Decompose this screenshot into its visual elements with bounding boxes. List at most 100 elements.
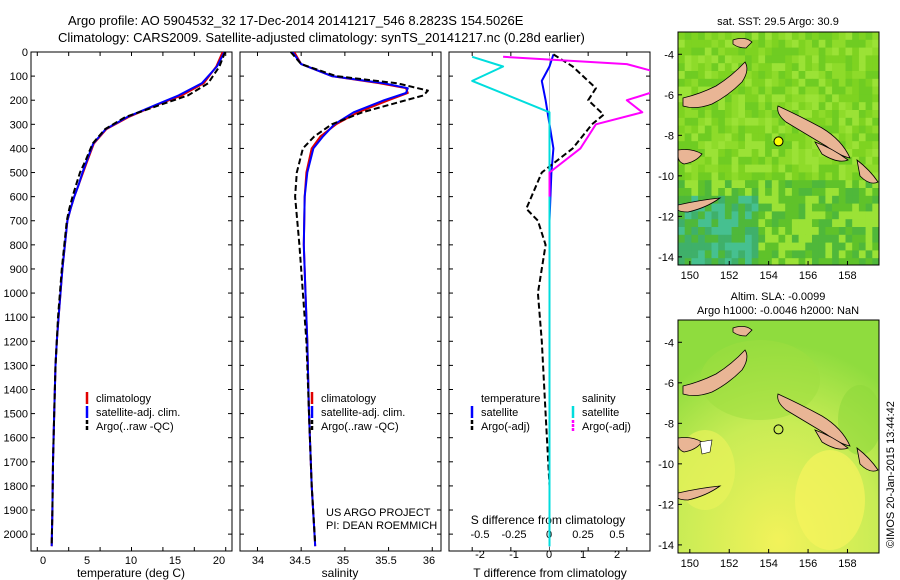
sst-cell (832, 86, 840, 95)
depth-tick-label: 500 (10, 168, 28, 180)
sst-cell (798, 195, 806, 204)
sst-cell (778, 149, 786, 158)
sst-cell (852, 188, 860, 197)
salinity-x-ticks: 34 34.5 35 35.5 36 (252, 555, 435, 567)
sst-cell (771, 32, 779, 41)
sst-cell (704, 203, 712, 212)
sst-cell (812, 250, 819, 259)
sst-cell (825, 164, 833, 173)
sst-cell (858, 203, 866, 212)
sst-cell (678, 110, 685, 119)
sst-cell (765, 188, 773, 197)
sst-cell (832, 195, 840, 204)
sst-cell (845, 156, 853, 165)
sst-cell (765, 203, 773, 212)
sst-map-panel: sat. SST: 29.5 Argo: 30.9 150 152 154 156 15… (658, 16, 880, 282)
sst-cell (724, 172, 732, 181)
sst-cell (745, 227, 752, 236)
sst-cell (852, 32, 860, 41)
sst-cell (858, 195, 866, 204)
sst-cell (791, 149, 799, 158)
sst-cell (798, 234, 806, 243)
sst-cell (711, 203, 719, 212)
sst-cell (858, 211, 866, 220)
sst-cell (691, 195, 699, 204)
island-land (732, 326, 753, 337)
sst-cell (678, 172, 685, 181)
sst-cell (724, 203, 732, 212)
sst-cell (738, 242, 746, 251)
new-ireland-land (682, 61, 748, 108)
sst-cell (785, 133, 793, 142)
sst-cell (765, 94, 773, 103)
sst-cell (771, 63, 779, 72)
sst-cell (818, 86, 826, 95)
sst-cell (751, 32, 759, 41)
sst-cell (691, 32, 699, 41)
depth-tick-label: 1800 (4, 481, 28, 493)
sst-cell (751, 149, 759, 158)
sst-cell (731, 102, 739, 111)
temperature-axes-frame (30, 51, 233, 552)
sst-cell (771, 242, 779, 251)
sst-cell (758, 86, 766, 95)
sst-cell (818, 117, 826, 126)
temperature-x-tick-label: 0 (40, 555, 46, 567)
sst-cell (778, 125, 786, 134)
sst-cell (798, 110, 806, 119)
sst-cell (691, 71, 699, 80)
sst-cell (838, 172, 846, 181)
sst-cell (852, 86, 860, 95)
sst-cell (845, 172, 853, 181)
sst-cell (845, 32, 853, 41)
sst-cell (724, 71, 732, 80)
sst-cell (838, 110, 846, 119)
sst-cell (791, 141, 799, 150)
sst-cell (751, 55, 759, 64)
sst-cell (845, 195, 853, 204)
sst-cell (872, 156, 879, 165)
sst-cell (758, 149, 766, 158)
sst-cell (678, 219, 685, 228)
sst-cell (745, 180, 752, 189)
sst-cell (771, 39, 779, 48)
sst-cell (865, 219, 873, 228)
sst-cell (751, 86, 759, 95)
salinity-axes-frame (239, 51, 442, 552)
sst-cell (858, 234, 866, 243)
sst-cell (684, 133, 692, 142)
sst-cell (724, 195, 732, 204)
sst-cell (704, 188, 712, 197)
s-difference-tick-label: 0.25 (572, 529, 593, 541)
sst-cell (758, 78, 766, 87)
sst-cell (778, 47, 786, 56)
sst-cell (818, 78, 826, 87)
sst-cell (872, 78, 879, 87)
sst-cell (724, 32, 732, 41)
sst-cell (731, 55, 739, 64)
sst-cell (825, 117, 833, 126)
sst-cell (691, 227, 699, 236)
sst-cell (771, 125, 779, 134)
sst-cell (731, 180, 739, 189)
sst-cell (832, 63, 840, 72)
s-difference-tick-label: -0.25 (501, 529, 526, 541)
sst-cell (832, 188, 840, 197)
sst-cell (838, 125, 846, 134)
sst-cell (825, 219, 833, 228)
sst-cell (812, 71, 819, 80)
sst-cell (778, 141, 786, 150)
legend-t-satellite-label: satellite (481, 407, 518, 419)
sst-cell (832, 78, 840, 87)
sst-cell (771, 258, 779, 265)
sst-cell (832, 242, 840, 251)
sst-cell (765, 47, 773, 56)
sst-cell (684, 63, 692, 72)
sst-cell (745, 47, 752, 56)
sst-cell (778, 195, 786, 204)
sst-cell (765, 78, 773, 87)
sst-cell (791, 102, 799, 111)
sst-cell (678, 86, 685, 95)
sst-cell (724, 234, 732, 243)
sst-cell (832, 250, 840, 259)
